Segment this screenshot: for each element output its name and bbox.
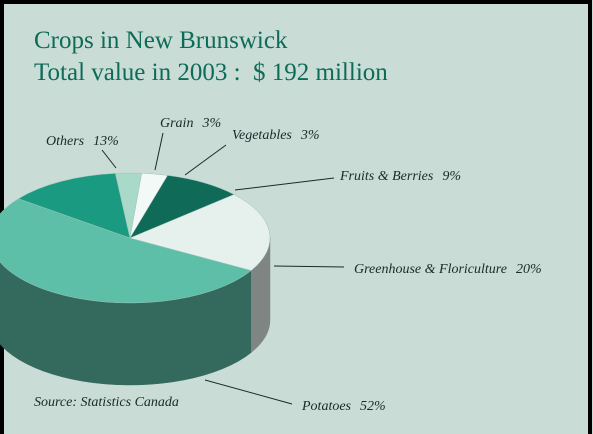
leader-line (234, 177, 335, 191)
slice-label: Potatoes 52% (301, 399, 386, 414)
chart-subtitle: Total value in 2003 : $ 192 million (34, 59, 388, 86)
slice-category: Greenhouse & Floriculture (354, 262, 507, 277)
leader-line (204, 379, 293, 405)
slice-category: Grain (160, 116, 193, 131)
labels: Potatoes 52% Others 13% Grain 3% Vegetables 3% F… (46, 116, 542, 414)
leader-line (273, 265, 345, 268)
leader-line (154, 132, 164, 171)
slice-value-label: 13% (93, 134, 119, 149)
slice-value-label: 3% (201, 116, 221, 131)
slice-category: Others (46, 134, 85, 149)
slice-value-label: 3% (300, 128, 320, 143)
slice-category: Potatoes (301, 399, 352, 414)
slice-value-label: 9% (442, 169, 461, 184)
slice-label: Others 13% (46, 134, 119, 149)
slice-value-label: 52% (360, 399, 386, 414)
slice-category: Vegetables (232, 128, 292, 143)
leader-line (184, 144, 227, 176)
pie-slice (0, 198, 252, 304)
chart-title: Crops in New Brunswick (34, 27, 288, 54)
pie-slice (129, 175, 235, 239)
slice-value-label: 20% (516, 262, 542, 277)
slice-category: Fruits & Berries (339, 169, 434, 184)
slice-label: Grain 3% (160, 116, 221, 131)
pie (0, 172, 271, 386)
slice-label: Fruits & Berries 9% (339, 169, 461, 184)
slice-label: Vegetables 3% (232, 128, 320, 143)
pie-slice (17, 173, 131, 239)
slice-label: Greenhouse & Floriculture 20% (354, 262, 542, 277)
source-note: Source: Statistics Canada (34, 395, 179, 410)
pie-slice (129, 194, 271, 271)
leader-line (101, 149, 117, 169)
